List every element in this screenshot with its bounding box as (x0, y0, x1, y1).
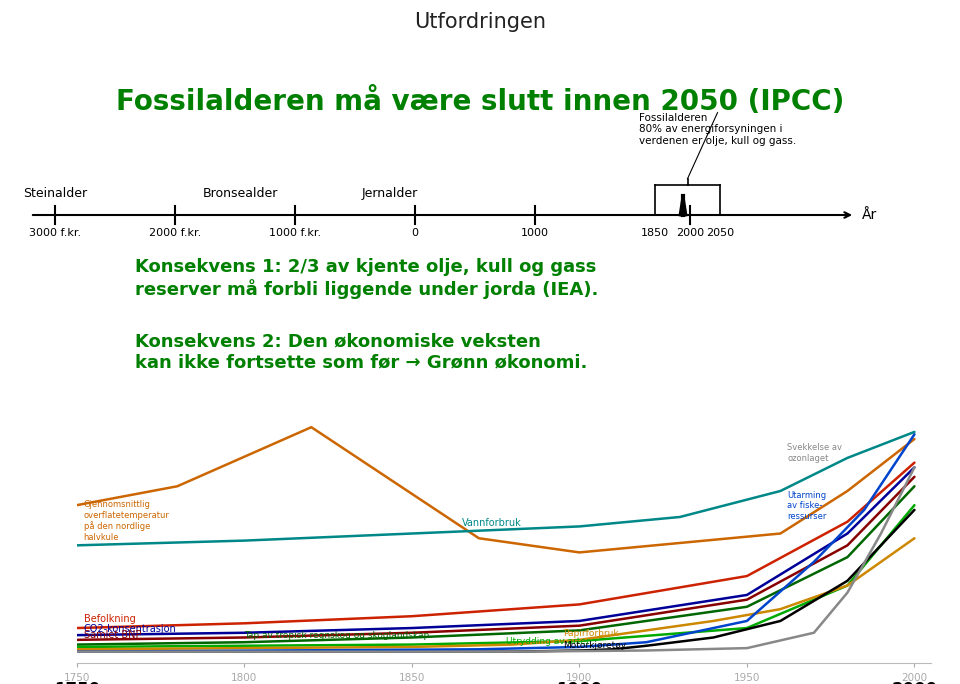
Text: Vannforbruk: Vannforbruk (462, 518, 522, 527)
Text: 3000 f.kr.: 3000 f.kr. (29, 228, 81, 238)
Text: 2000 f.kr.: 2000 f.kr. (149, 228, 202, 238)
Text: 1750: 1750 (54, 681, 100, 684)
Text: Utrydding av arter: Utrydding av arter (506, 637, 589, 646)
Text: Tap av tropisk regnskog og skoglandskap: Tap av tropisk regnskog og skoglandskap (245, 631, 429, 640)
Text: Utfordringen: Utfordringen (414, 12, 546, 32)
Text: År: År (862, 208, 877, 222)
Text: 1000: 1000 (521, 228, 549, 238)
Text: 1850: 1850 (641, 228, 669, 238)
Text: Samlet BNP: Samlet BNP (84, 631, 141, 640)
Text: 2050: 2050 (706, 228, 734, 238)
Text: Fossilalderen
80% av energiforsyningen i
verdenen er olje, kull og gass.: Fossilalderen 80% av energiforsyningen i… (638, 113, 796, 146)
Text: 2000: 2000 (892, 681, 938, 684)
Text: CO2-konsentrasjon: CO2-konsentrasjon (84, 624, 177, 634)
Text: 1000 f.kr.: 1000 f.kr. (269, 228, 321, 238)
Text: 2000: 2000 (676, 228, 704, 238)
Text: Konsekvens 2: Den økonomiske veksten
kan ikke fortsette som før → Grønn økonomi.: Konsekvens 2: Den økonomiske veksten kan… (135, 332, 588, 371)
Text: Befolkning: Befolkning (84, 614, 135, 624)
Text: Gjennomsnittlig
overflatetemperatur
på den nordlige
halvkule: Gjennomsnittlig overflatetemperatur på d… (84, 501, 169, 542)
Text: Utarming
av fiske-
ressurser: Utarming av fiske- ressurser (787, 490, 827, 521)
Text: Svekkelse av
ozonlaget: Svekkelse av ozonlaget (787, 443, 842, 462)
Text: 1900: 1900 (557, 681, 603, 684)
Text: Bronsealder: Bronsealder (203, 187, 277, 200)
Text: Fossilalderen må være slutt innen 2050 (IPCC): Fossilalderen må være slutt innen 2050 (… (116, 87, 844, 116)
Text: Motorkjøretøy: Motorkjøretøy (563, 641, 626, 650)
Text: 0: 0 (412, 228, 419, 238)
Text: Jernalder: Jernalder (362, 187, 419, 200)
Text: Papirforbruk: Papirforbruk (563, 629, 618, 638)
Text: Konsekvens 1: 2/3 av kjente olje, kull og gass
reserver må forbli liggende under: Konsekvens 1: 2/3 av kjente olje, kull o… (135, 258, 598, 299)
Text: Steinalder: Steinalder (23, 187, 87, 200)
